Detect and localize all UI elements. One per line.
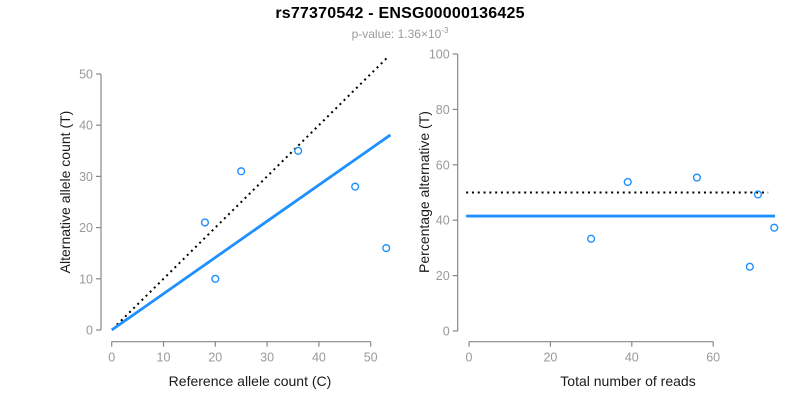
x-tick-label: 10: [157, 351, 171, 365]
y-tick-label: 40: [436, 214, 450, 228]
x-tick-label: 20: [208, 351, 222, 365]
data-point: [586, 234, 596, 243]
y-tick-label: 40: [79, 119, 93, 133]
x-tick-label: 0: [466, 351, 473, 365]
data-point: [200, 218, 210, 227]
x-tick-label: 40: [312, 351, 326, 365]
x-axis-title: Total number of reads: [560, 373, 695, 389]
x-tick-label: 30: [260, 351, 274, 365]
data-point: [745, 262, 754, 271]
x-tick-label: 40: [625, 351, 639, 365]
regression-fit-line: [110, 133, 392, 332]
x-tick-label: 20: [543, 351, 557, 365]
allele-counts-plot: 0 10 20 30 40 50 0 10 20 30 40 50 Reference allele c…: [57, 55, 392, 389]
identity-line: [116, 55, 390, 326]
subtitle-exponent: -3: [441, 26, 449, 35]
y-tick-label: 30: [79, 170, 93, 184]
data-point: [692, 173, 702, 182]
y-tick-label: 100: [429, 48, 450, 62]
y-tick-label: 20: [79, 221, 93, 235]
data-point: [351, 182, 360, 191]
y-axis-title: Alternative allele count (T): [57, 111, 73, 274]
plot-title: rs77370542 - ENSG00000136425: [275, 5, 525, 22]
y-tick-label: 80: [436, 103, 450, 117]
x-tick-label: 60: [706, 351, 720, 365]
percentage-alternative-plot: 0 20 40 60 0 20 40 60 80 100 Total number of reads…: [416, 48, 779, 389]
data-point: [753, 190, 763, 199]
data-point: [623, 177, 632, 187]
y-tick-label: 10: [79, 272, 93, 286]
x-tick-label: 50: [364, 351, 378, 365]
y-tick-label: 0: [443, 325, 450, 339]
y-axis-title: Percentage alternative (T): [416, 111, 432, 273]
y-tick-label: 20: [436, 269, 450, 283]
subtitle-pvalue-text: p-value: 1.36×10: [351, 27, 442, 41]
data-point: [770, 223, 779, 232]
data-point: [294, 146, 303, 155]
data-point: [237, 167, 246, 176]
data-point: [382, 243, 391, 253]
y-tick-label: 50: [79, 68, 93, 82]
data-point: [211, 274, 220, 283]
plot-subtitle: p-value: 1.36×10-3: [0, 26, 800, 41]
x-tick-label: 0: [108, 351, 115, 365]
y-tick-label: 0: [86, 324, 93, 338]
y-tick-label: 60: [436, 158, 450, 172]
x-axis-title: Reference allele count (C): [169, 373, 332, 389]
